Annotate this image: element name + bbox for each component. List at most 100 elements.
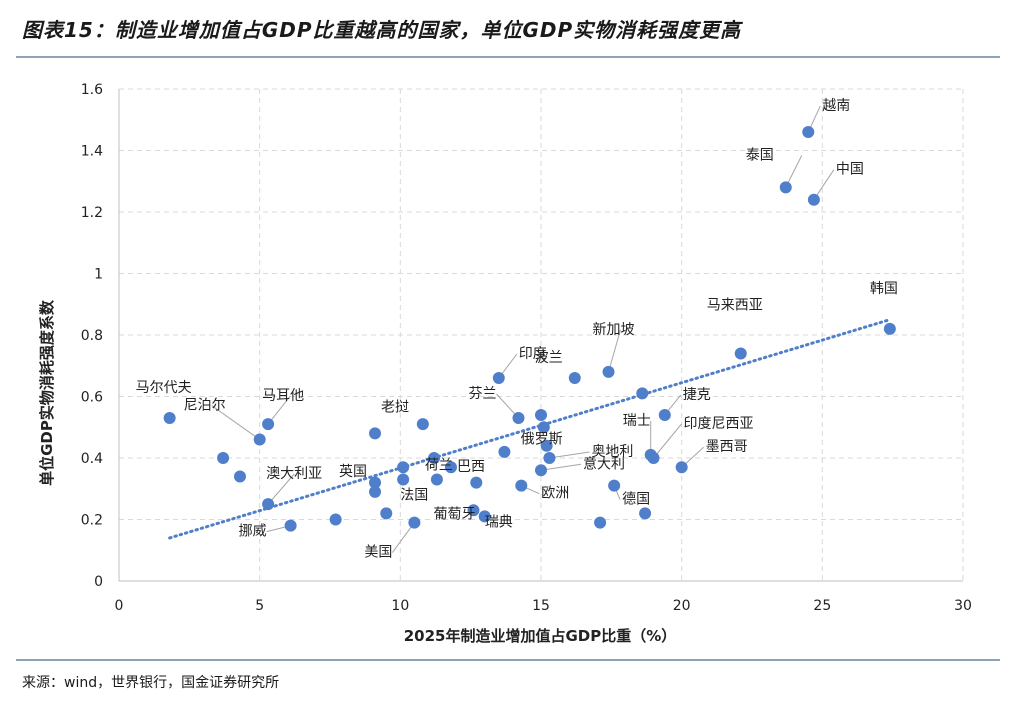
data-point [470,476,483,489]
trendline-group [168,318,892,540]
data-point [329,513,342,526]
point-label: 瑞典 [485,514,513,530]
data-point [535,464,547,477]
point-label: 马来西亚 [707,297,763,313]
data-point [262,498,275,511]
label-leader [813,169,835,200]
point-label: 捷克 [683,387,711,403]
point-label: 印度尼西亚 [684,416,754,432]
label-leader [608,329,622,373]
data-point [543,452,556,464]
label-leader [549,451,590,459]
source-note: 来源：wind，世界银行，国金证券研究所 [22,675,280,691]
point-label: 波兰 [535,350,563,366]
data-point [369,476,382,489]
y-tick-label: 1.4 [81,144,103,160]
data-points [163,126,896,532]
point-label: 葡萄牙 [433,506,475,522]
figure-title: 图表15：制造业增加值占GDP比重越高的国家，单位GDP实物消耗强度更高 [22,18,742,42]
point-label: 泰国 [746,147,774,163]
data-point [647,452,660,464]
y-tick-label: 0.2 [81,513,103,529]
y-axis-title: 单位GDP实物消耗强度系数 [38,299,56,486]
data-point [568,372,581,385]
data-point [478,510,491,523]
data-point [369,427,382,440]
axes: 0 0.2 0.4 0.6 0.8 1 1.2 1.4 1.6 0 5 10 15 20 25 30 [81,82,972,614]
point-label: 意大利 [583,455,625,472]
data-point [217,452,230,464]
data-point [430,473,443,486]
y-tick-label: 1 [94,267,103,283]
point-label: 尼泊尔 [184,398,226,414]
data-point [428,452,441,464]
point-label: 英国 [339,463,367,480]
data-point [397,461,410,474]
y-tick-label: 1.6 [81,82,103,98]
data-point [253,433,266,446]
point-label: 老挝 [381,399,409,415]
point-label: 新加坡 [593,322,635,338]
data-point [883,322,896,335]
y-tick-label: 0.8 [81,328,103,344]
label-leader [267,473,295,505]
data-point [416,418,429,431]
data-point [515,479,528,492]
data-point [467,504,480,517]
point-label: 欧洲 [541,486,569,502]
x-tick-label: 10 [391,598,409,614]
point-label: 中国 [836,162,864,178]
point-label: 越南 [822,98,850,114]
x-tick-label: 5 [255,598,264,614]
point-label: 法国 [400,487,428,503]
label-leader [653,423,682,459]
point-label: 巴西 [457,459,485,475]
data-point [380,507,393,520]
data-point [602,365,615,378]
data-point [802,126,815,139]
data-point [163,412,176,425]
x-tick-label: 30 [954,598,972,614]
point-label: 韩国 [870,281,898,297]
point-label: 印度 [519,346,547,362]
data-point [233,470,246,483]
data-point [675,461,688,474]
y-tick-label: 0.6 [81,390,103,406]
footer-rule [16,659,1000,661]
label-leader [211,405,260,440]
grid [119,88,964,581]
label-leader [540,463,582,471]
data-point [284,519,297,532]
data-point [498,445,511,458]
x-tick-label: 15 [532,598,550,614]
y-tick-label: 0.4 [81,451,103,467]
point-label: 芬兰 [468,386,496,402]
data-point [369,485,382,498]
data-point [734,347,747,360]
x-tick-label: 25 [813,598,831,614]
x-axis-title: 2025年制造业增加值占GDP比重（%） [404,627,677,645]
point-label: 瑞士 [623,413,651,429]
data-point [408,516,421,529]
point-label: 挪威 [239,524,267,540]
point-label: 美国 [364,545,392,561]
title-rule [16,56,1000,58]
x-tick-label: 0 [115,598,124,614]
leader-lines [211,105,835,553]
data-point [535,408,547,421]
y-tick-label: 0 [94,574,103,590]
data-point [658,408,671,421]
trendline [168,318,892,540]
point-label: 荷兰 [425,458,453,474]
data-point [779,181,792,194]
data-point [512,412,525,425]
point-label: 俄罗斯 [521,432,563,448]
y-tick-label: 1.2 [81,205,103,221]
point-label: 奥地利 [591,443,633,460]
data-point [608,479,621,492]
data-point [540,439,553,452]
point-label: 马耳他 [262,388,304,404]
data-point [444,461,457,474]
point-label: 德国 [622,492,650,508]
